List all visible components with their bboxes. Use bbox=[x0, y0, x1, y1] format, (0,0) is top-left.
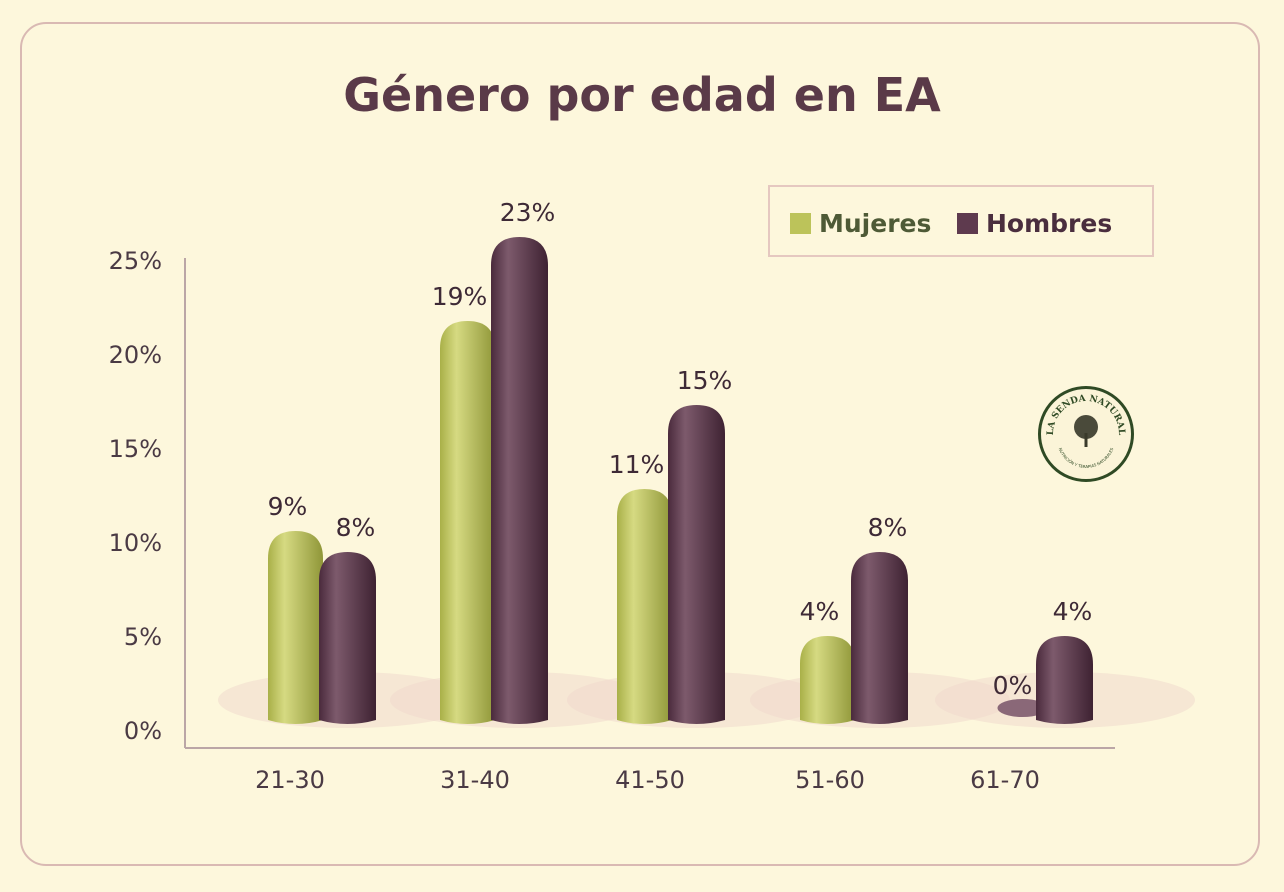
data-label: 19% bbox=[432, 282, 488, 311]
legend-item-mujeres: Mujeres bbox=[790, 209, 931, 238]
logo-la-senda-natural: LA SENDA NATURAL NUTRICIÓN Y TERAPIAS NA… bbox=[1038, 386, 1134, 482]
bar-hombres bbox=[851, 552, 908, 724]
data-label: 4% bbox=[800, 597, 840, 626]
legend-label-hombres: Hombres bbox=[986, 209, 1113, 238]
data-label: 11% bbox=[609, 450, 665, 479]
data-label: 0% bbox=[993, 671, 1033, 700]
chart-title: Género por edad en EA bbox=[343, 68, 941, 122]
x-tick-label: 41-50 bbox=[615, 766, 685, 794]
legend-swatch-mujeres bbox=[790, 213, 811, 234]
bar-mujeres bbox=[800, 636, 855, 724]
y-tick-label: 5% bbox=[124, 623, 162, 651]
legend: Mujeres Hombres bbox=[768, 185, 1154, 257]
x-tick-label: 21-30 bbox=[255, 766, 325, 794]
y-tick-label: 10% bbox=[109, 529, 162, 557]
bar-hombres bbox=[1036, 636, 1093, 724]
data-label: 4% bbox=[1053, 597, 1093, 626]
x-tick-label: 31-40 bbox=[440, 766, 510, 794]
x-tick-label: 51-60 bbox=[795, 766, 865, 794]
legend-swatch-hombres bbox=[957, 213, 978, 234]
data-label: 15% bbox=[677, 366, 733, 395]
bar-hombres bbox=[491, 237, 548, 724]
legend-item-hombres: Hombres bbox=[957, 209, 1112, 238]
bar-mujeres bbox=[440, 321, 495, 724]
y-tick-label: 15% bbox=[109, 435, 162, 463]
bar-hombres bbox=[668, 405, 725, 724]
data-label: 8% bbox=[336, 513, 376, 542]
bar-mujeres bbox=[617, 489, 672, 724]
data-label: 8% bbox=[868, 513, 908, 542]
data-label: 9% bbox=[268, 492, 308, 521]
y-tick-label: 0% bbox=[124, 717, 162, 745]
legend-label-mujeres: Mujeres bbox=[819, 209, 932, 238]
data-label: 23% bbox=[500, 198, 556, 227]
bar-hombres bbox=[319, 552, 376, 724]
y-tick-label: 20% bbox=[109, 341, 162, 369]
y-tick-label: 25% bbox=[109, 247, 162, 275]
bar-mujeres bbox=[997, 699, 1048, 717]
x-tick-label: 61-70 bbox=[970, 766, 1040, 794]
svg-text:NUTRICIÓN Y TERAPIAS NATURALES: NUTRICIÓN Y TERAPIAS NATURALES bbox=[1058, 447, 1115, 469]
bar-mujeres bbox=[268, 531, 323, 724]
